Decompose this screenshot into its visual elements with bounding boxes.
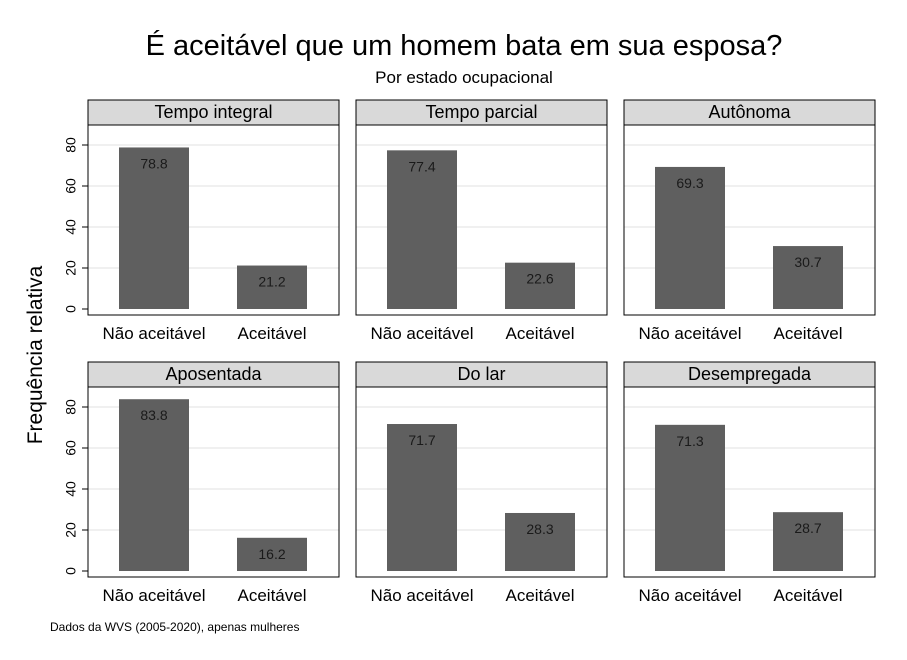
bar-aceitavel [505, 512, 575, 571]
panel-title: Tempo integral [154, 102, 272, 122]
bar-value-label: 28.3 [526, 521, 553, 537]
bar-value-label: 21.2 [258, 274, 285, 290]
bar-value-label: 71.3 [676, 433, 703, 449]
panel-frame [87, 386, 340, 578]
category-label: Aceitável [774, 324, 843, 343]
bar-nao-aceitavel [119, 147, 189, 309]
bar-value-label: 16.2 [258, 546, 285, 562]
category-label: Aceitável [238, 586, 307, 605]
panel-strip [623, 361, 876, 388]
panel-6: Desempregada 71.3 Não aceitável 28.7 Aceitáv… [623, 361, 876, 605]
y-tick-label: 40 [63, 219, 79, 235]
y-tick-label: 20 [63, 260, 79, 276]
panel-4: Aposentada 83.8 Não aceitável 16.2 Aceitável… [63, 361, 340, 605]
panel-3: Autônoma 69.3 Não aceitável 30.7 Aceitável [623, 99, 876, 343]
y-axis-label: Frequência relativa [24, 265, 47, 444]
bar-nao-aceitavel [387, 424, 457, 571]
bar-aceitavel [237, 537, 307, 571]
category-label: Não aceitável [370, 586, 473, 605]
chart-title: É aceitável que um homem bata em sua esp… [146, 29, 783, 62]
category-label: Não aceitável [102, 324, 205, 343]
panel-strip [87, 361, 340, 388]
bar-aceitavel [773, 512, 843, 571]
bar-aceitavel [237, 265, 307, 309]
panel-2: Tempo parcial 77.4 Não aceitável 22.6 Aceitá… [355, 99, 608, 343]
panel-strip [355, 361, 608, 388]
chart-subtitle: Por estado ocupacional [375, 68, 553, 87]
panel-strip [623, 99, 876, 126]
panel-title: Aposentada [165, 364, 262, 384]
bar-value-label: 30.7 [794, 254, 821, 270]
category-label: Aceitável [774, 586, 843, 605]
bar-aceitavel [773, 246, 843, 309]
category-label: Aceitável [506, 324, 575, 343]
bar-value-label: 78.8 [140, 155, 167, 171]
y-tick-label: 0 [63, 305, 79, 313]
category-label: Aceitável [238, 324, 307, 343]
bar-nao-aceitavel [655, 166, 725, 309]
y-tick-label: 20 [63, 522, 79, 538]
bar-value-label: 22.6 [526, 271, 553, 287]
category-label: Não aceitável [638, 324, 741, 343]
panel-frame [623, 386, 876, 578]
y-tick-label: 60 [63, 178, 79, 194]
bar-value-label: 69.3 [676, 175, 703, 191]
panel-title: Tempo parcial [425, 102, 537, 122]
y-tick-label: 80 [63, 399, 79, 415]
category-label: Não aceitável [102, 586, 205, 605]
bar-value-label: 83.8 [140, 407, 167, 423]
panel-strip [87, 99, 340, 126]
panel-title: Do lar [457, 364, 505, 384]
bar-aceitavel [505, 262, 575, 309]
y-tick-label: 40 [63, 481, 79, 497]
bar-value-label: 71.7 [408, 432, 435, 448]
panel-frame [623, 124, 876, 316]
panel-frame [355, 124, 608, 316]
panels-group: Tempo integral 78.8 Não aceitável 21.2 Aceit… [63, 99, 876, 605]
panel-title: Autônoma [708, 102, 791, 122]
bar-value-label: 28.7 [794, 520, 821, 536]
panel-5: Do lar 71.7 Não aceitável 28.3 Aceitável [355, 361, 608, 605]
bar-value-label: 77.4 [408, 158, 435, 174]
panel-frame [87, 124, 340, 316]
category-label: Não aceitável [370, 324, 473, 343]
panel-title: Desempregada [688, 364, 812, 384]
category-label: Não aceitável [638, 586, 741, 605]
panel-1: Tempo integral 78.8 Não aceitável 21.2 Aceit… [63, 99, 340, 343]
panel-frame [355, 386, 608, 578]
bar-nao-aceitavel [119, 399, 189, 571]
category-label: Aceitável [506, 586, 575, 605]
source-note: Dados da WVS (2005-2020), apenas mulhere… [50, 620, 299, 634]
bar-nao-aceitavel [387, 150, 457, 309]
y-tick-label: 0 [63, 567, 79, 575]
y-tick-label: 80 [63, 137, 79, 153]
bar-nao-aceitavel [655, 424, 725, 571]
y-tick-label: 60 [63, 440, 79, 456]
